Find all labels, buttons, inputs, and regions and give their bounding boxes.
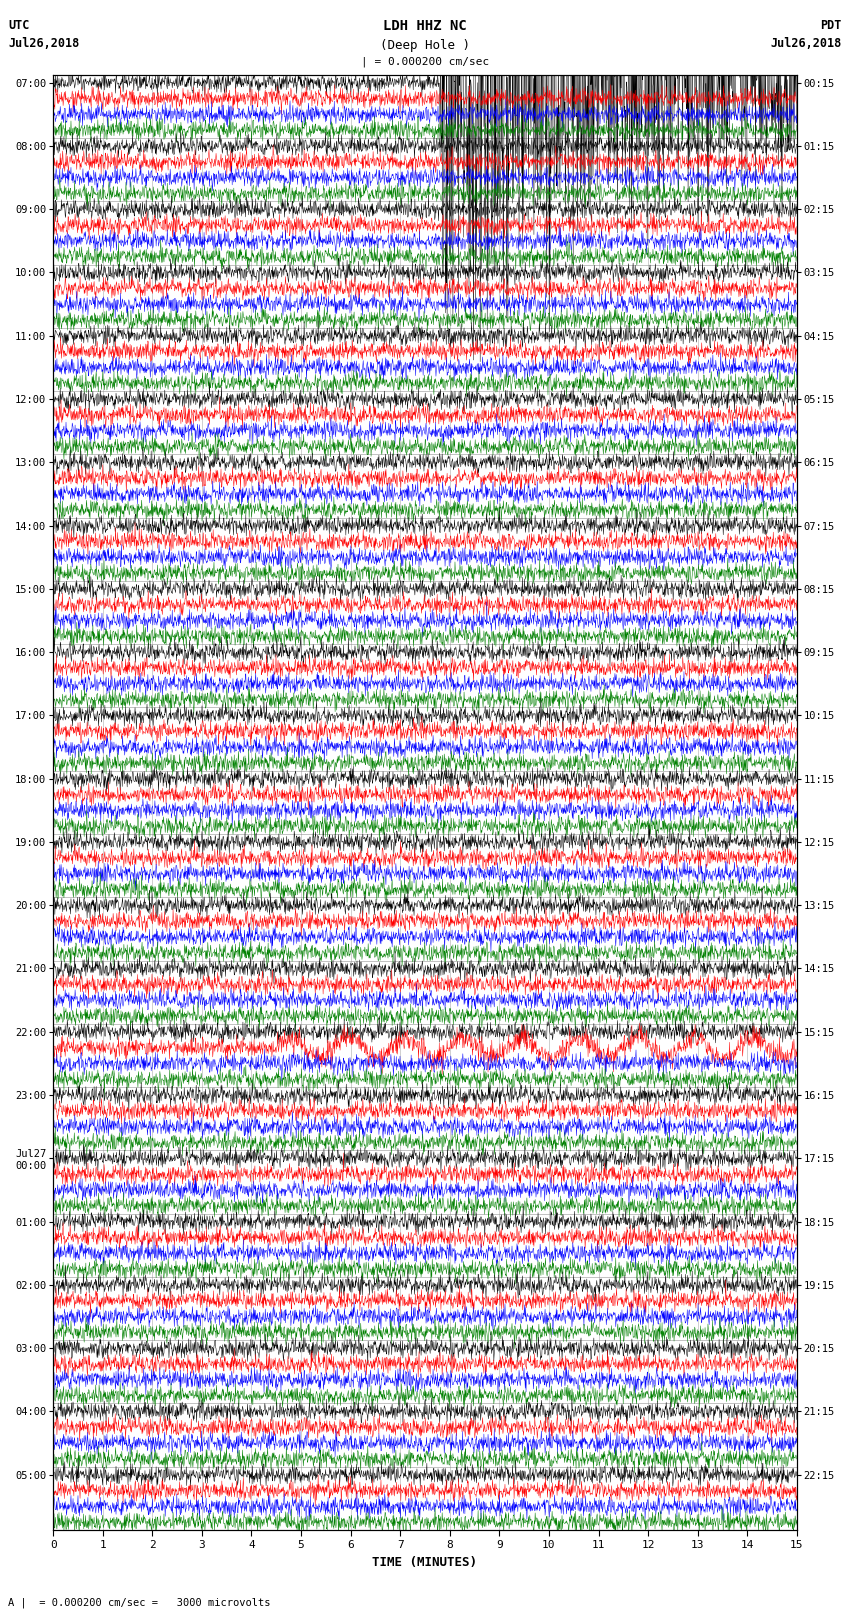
Text: PDT: PDT: [820, 19, 842, 32]
X-axis label: TIME (MINUTES): TIME (MINUTES): [372, 1557, 478, 1569]
Text: A |  = 0.000200 cm/sec =   3000 microvolts: A | = 0.000200 cm/sec = 3000 microvolts: [8, 1597, 271, 1608]
Text: (Deep Hole ): (Deep Hole ): [380, 39, 470, 52]
Text: Jul26,2018: Jul26,2018: [770, 37, 842, 50]
Text: | = 0.000200 cm/sec: | = 0.000200 cm/sec: [361, 56, 489, 68]
Text: Jul26,2018: Jul26,2018: [8, 37, 80, 50]
Text: LDH HHZ NC: LDH HHZ NC: [383, 19, 467, 34]
Text: UTC: UTC: [8, 19, 30, 32]
